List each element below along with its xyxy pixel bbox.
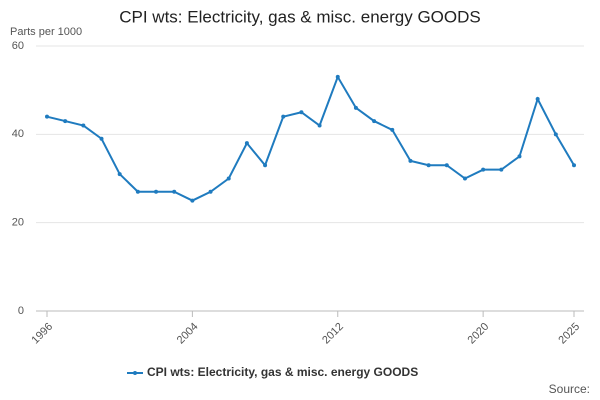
x-tick-label: 2004 [175,321,201,347]
x-tick-label: 2020 [466,321,492,347]
y-tick-label: 20 [12,217,24,229]
point [517,154,522,159]
y-tick-label: 40 [12,128,24,140]
point [117,172,122,177]
point [390,127,395,132]
point [63,119,68,124]
point [408,158,413,163]
point [190,198,195,203]
point [81,123,86,128]
point [444,163,449,168]
point [553,132,558,137]
point [244,141,249,146]
y-tick-label: 0 [18,305,24,317]
point [317,123,322,128]
y-axis-label: Parts per 1000 [10,26,82,38]
point [335,74,340,79]
point [353,105,358,110]
point [154,189,159,194]
chart-title: CPI wts: Electricity, gas & misc. energy… [119,7,481,26]
x-tick-label: 1996 [29,321,55,347]
point [172,189,177,194]
source: Source: [549,382,590,396]
point [226,176,231,181]
series-line [46,74,575,202]
x-tick-label: 2025 [556,321,582,347]
point [462,176,467,181]
point [299,110,304,115]
point [99,136,104,141]
x-tick-label: 2012 [320,321,346,347]
legend-label: CPI wts: Electricity, gas & misc. energy… [147,365,418,379]
point [481,167,486,172]
point [263,163,268,168]
legend-marker [133,371,137,375]
point [572,163,576,168]
point [208,189,213,194]
y-tick-label: 60 [12,40,24,52]
point [45,114,49,119]
point [372,119,377,124]
point [135,189,140,194]
point [426,163,431,168]
point [535,97,540,101]
point [281,114,286,119]
point [499,167,504,172]
